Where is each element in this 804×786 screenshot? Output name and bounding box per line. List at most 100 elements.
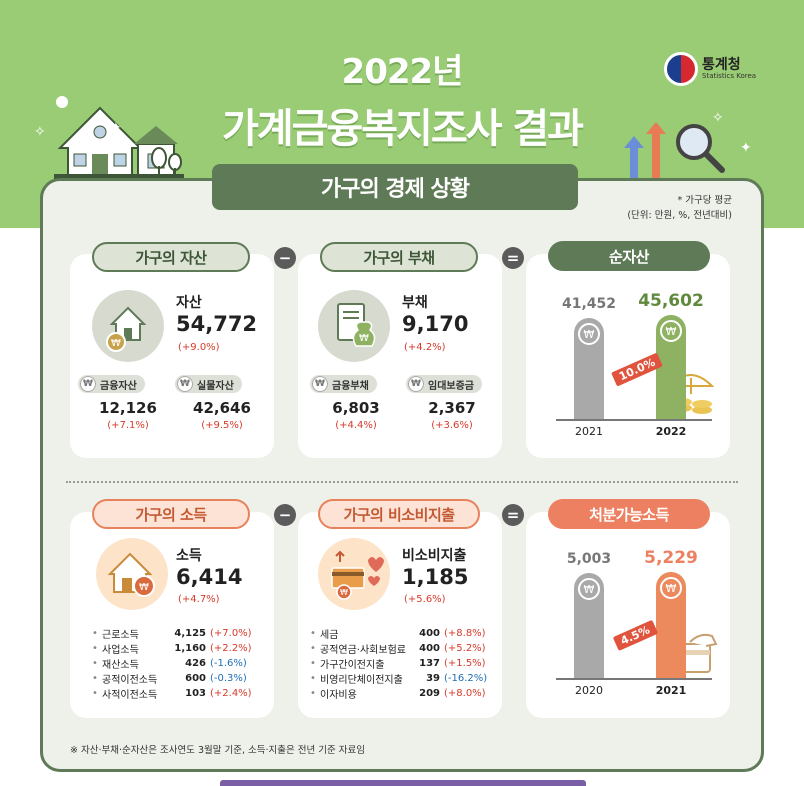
sparkle-icon: ✧ [34,124,46,140]
item-value: 103 [185,688,206,699]
won-coin-icon: ₩ [660,577,682,599]
list-item: • 공적연금·사회보험료 400 (+5.2%) [310,641,496,656]
list-item: • 근로소득 4,125 (+7.0%) [92,626,262,641]
financial-assets-label: 금융자산 [100,380,137,392]
won-coin-icon: ₩ [312,376,328,392]
item-name: 비영리단체이전지출 [320,675,403,686]
non-consumption-change: (+5.6%) [404,594,446,605]
income-label: 소득 [176,548,202,564]
list-item: • 공적이전소득 600 (-0.3%) [92,671,262,686]
title-year: 2022년 [341,52,464,92]
item-value: 1,160 [174,643,206,654]
unit-note-line2: (단위: 만원, %, 전년대비) [627,209,732,221]
item-change: (-0.3%) [210,673,247,684]
chart-baseline [556,419,712,421]
bar-year-label: 2022 [655,425,687,438]
won-coin-icon: ₩ [177,376,193,392]
financial-debt-chip: ₩ 금융부채 [310,375,377,393]
assets-value: 54,772 [176,312,258,336]
growth-arrows-magnifier-icon [624,122,725,180]
item-change: (+2.4%) [210,688,252,699]
minus-operator: − [274,247,296,269]
debt-label: 부채 [402,295,428,311]
bullet: • [310,658,316,669]
financial-assets-change: (+7.1%) [107,420,149,431]
sparkle-icon: ✧ [712,110,724,126]
tree-icon [151,147,182,180]
next-section-tab [220,780,586,786]
bar-value-label: 5,003 [566,551,612,568]
item-name: 세금 [320,630,339,641]
won-coin-icon: ₩ [80,376,96,392]
item-name: 공적연금·사회보험료 [320,645,406,656]
debt-panel [298,254,502,458]
bar-value-label: 45,602 [638,291,704,311]
income-breakdown-list: • 근로소득 4,125 (+7.0%) • 사업소득 1,160 (+2.2%) • 재산소… [92,626,262,701]
svg-text:₩: ₩ [359,333,369,344]
won-coin-icon: ₩ [578,323,600,346]
bullet: • [310,643,316,654]
home-coin-icon: ₩ [96,538,168,610]
item-value: 600 [185,673,206,684]
item-change: (-16.2%) [444,673,488,684]
item-value: 400 [419,643,440,654]
assets-pill: 가구의 자산 [92,242,250,272]
minus-operator: − [274,504,296,526]
house-illustration [54,96,184,181]
section-title: 가구의 경제 상황 [212,164,578,210]
sparkle-icon: ✦ [740,140,752,156]
bar-year-label: 2020 [575,684,603,697]
financial-debt-label: 금융부채 [332,380,369,392]
list-item: • 가구간이전지출 137 (+1.5%) [310,656,496,671]
item-value: 137 [419,658,440,669]
non-consumption-pill: 가구의 비소비지출 [318,499,480,529]
debt-change: (+4.2%) [404,342,446,353]
item-change: (+8.0%) [444,688,486,699]
rental-deposit-value: 2,367 [428,399,476,417]
bullet: • [92,628,98,639]
net-assets-pill: 순자산 [548,241,710,271]
svg-text:₩: ₩ [111,338,121,349]
statistics-korea-logo: 통계청 Statistics Korea [664,52,756,86]
item-name: 이자비용 [320,690,357,701]
item-name: 사업소득 [102,645,139,656]
item-change: (+2.2%) [210,643,252,654]
assets-label: 자산 [176,295,202,311]
item-change: (+5.2%) [444,643,486,654]
disposable-income-pill: 처분가능소득 [548,499,710,529]
financial-debt-change: (+4.4%) [335,420,377,431]
chart-baseline [556,678,712,680]
real-assets-label: 실물자산 [197,380,234,392]
sparkle-icon: ✦ [110,120,122,136]
won-coin-icon: ₩ [660,320,682,342]
logo-korean: 통계청 [702,56,741,73]
bar-value-label: 41,452 [561,296,617,313]
real-assets-chip: ₩ 실물자산 [175,375,242,393]
bar-year-label: 2021 [655,684,687,697]
bar-value-label: 5,229 [644,548,698,568]
document-money-bag-icon: ₩ [318,290,390,362]
item-name: 가구간이전지출 [320,660,385,671]
bullet: • [310,673,316,684]
item-name: 공적이전소득 [102,675,158,686]
list-item: • 사적이전소득 103 (+2.4%) [92,686,262,701]
bullet: • [92,643,98,654]
income-panel [70,512,274,718]
non-consumption-label: 비소비지출 [402,548,467,564]
debt-value: 9,170 [402,312,469,336]
rental-deposit-change: (+3.6%) [431,420,473,431]
income-value: 6,414 [176,565,243,589]
assets-change: (+9.0%) [178,342,220,353]
unit-note-line1: * 가구당 평균 [677,195,733,206]
equals-operator: = [502,504,524,526]
income-pill: 가구의 소득 [92,499,250,529]
svg-text:₩: ₩ [340,588,348,597]
logo-english: Statistics Korea [702,71,757,80]
list-item: • 사업소득 1,160 (+2.2%) [92,641,262,656]
item-name: 사적이전소득 [102,690,158,701]
net-assets-panel [526,254,730,458]
bullet: • [92,688,98,699]
unit-note: * 가구당 평균 (단위: 만원, %, 전년대비) [627,194,732,223]
item-value: 426 [185,658,206,669]
real-assets-change: (+9.5%) [201,420,243,431]
